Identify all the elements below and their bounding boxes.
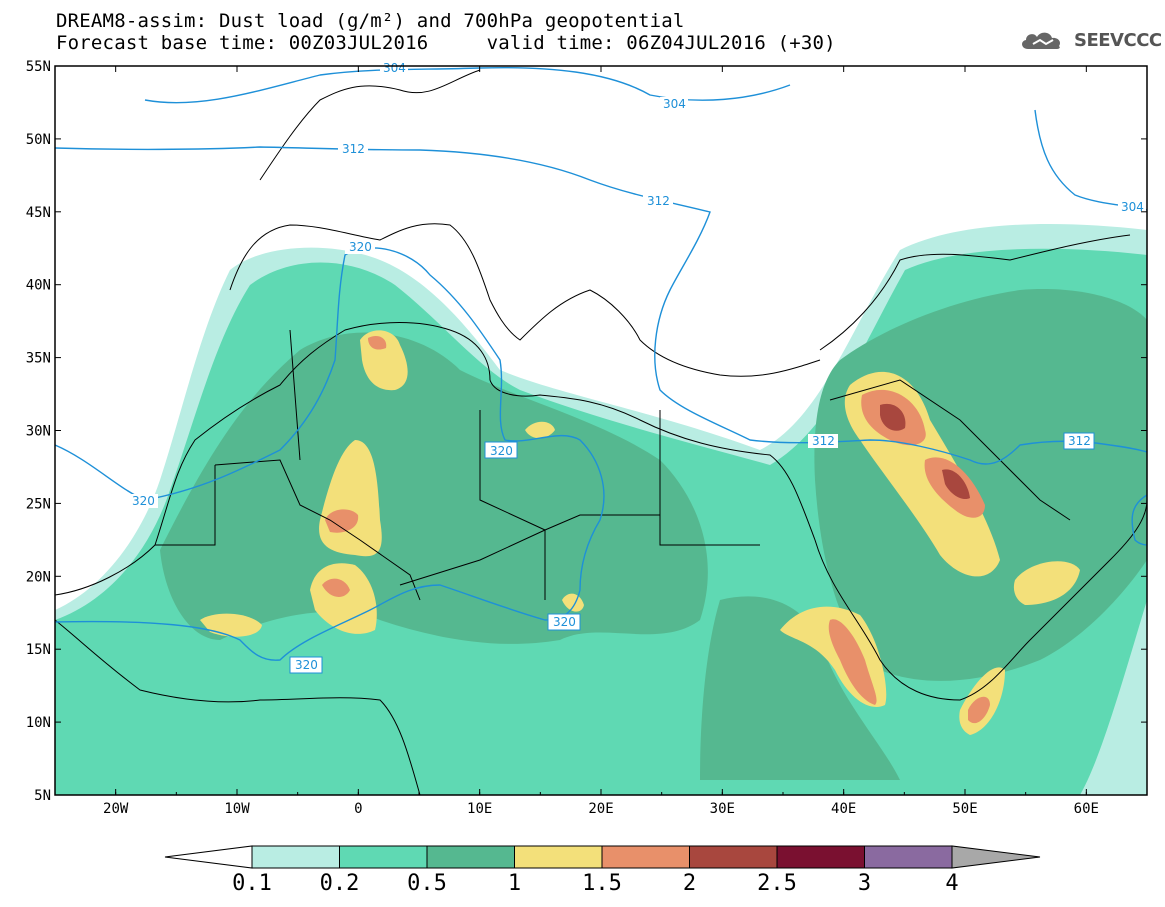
contour-label: 312: [1068, 434, 1091, 448]
north-africa-coast: [55, 322, 1147, 701]
border-arabia: [829, 379, 1071, 521]
colorbar-segment: [251, 845, 340, 869]
colorbar-segment: [689, 845, 778, 869]
cloud-icon: [1022, 32, 1061, 49]
colorbar-label: 2: [683, 871, 696, 896]
lon-tick-label: 60E: [1074, 801, 1099, 817]
dust-level-1-5-somalia: [968, 696, 990, 724]
colorbar-label: 1.5: [582, 871, 622, 896]
dust-level-2-gulf: [942, 469, 970, 500]
lat-tick-label: 40N: [26, 278, 51, 294]
lon-tick-label: 20W: [103, 801, 129, 817]
contour-label: 312: [342, 142, 365, 156]
dust-level-1-chad: [562, 593, 584, 612]
contour-label-box: [1063, 432, 1095, 450]
contour-label: 312: [812, 434, 835, 448]
anatolia-coast: [819, 234, 1131, 351]
colorbar-label: 0.5: [407, 871, 447, 896]
west-europe-coast: [259, 69, 481, 181]
title-line-2: Forecast base time: 00Z03JUL2016 valid t…: [56, 32, 836, 54]
dust-level-1-5-sahara-b: [322, 578, 350, 597]
contour-label-box: [128, 494, 158, 508]
contour-label: 320: [132, 494, 155, 508]
map-title: DREAM8-assim: Dust load (g/m²) and 700hP…: [56, 10, 836, 54]
colorbar-label: 2.5: [757, 871, 797, 896]
europe-coast: [229, 223, 821, 377]
lon-tick-label: 10W: [224, 801, 250, 817]
contour-label: 304: [663, 97, 686, 111]
contour-label: 320: [553, 615, 576, 629]
colorbar-segment: [426, 845, 515, 869]
contour-label-box: [660, 97, 688, 111]
colorbar-label: 0.2: [320, 871, 360, 896]
colorbar-label: 0.1: [232, 871, 272, 896]
lat-tick-label: 15N: [26, 642, 51, 658]
contour-label-box: [338, 142, 368, 156]
contour-320-east: [1131, 494, 1147, 546]
border-mauritania: [155, 465, 216, 546]
west-africa-coast: [55, 619, 421, 795]
lon-tick-label: 30E: [710, 801, 735, 817]
coastlines: [55, 69, 1147, 795]
contour-label-box: [345, 240, 375, 254]
contour-label: 320: [490, 444, 513, 458]
colorbar-label: 4: [945, 871, 958, 896]
lat-tick-label: 20N: [26, 569, 51, 585]
logo-text: SEEVCCC: [1074, 29, 1162, 51]
dust-level-0-5-west: [160, 332, 708, 644]
dust-level-1-oman: [1013, 561, 1080, 605]
lat-tick-label: 25N: [26, 496, 51, 512]
lat-tick-label: 45N: [26, 205, 51, 221]
colorbar-segment: [776, 845, 865, 869]
contour-label-box: [484, 441, 518, 459]
axis-ticks: 20W 10W 0 10E 20E 30E 40E 50E 60E 55N 50N 45N 40N 35N…: [26, 59, 1148, 817]
title-line-1: DREAM8-assim: Dust load (g/m²) and 700hP…: [56, 10, 685, 32]
lat-tick-label: 55N: [26, 59, 51, 75]
contour-label-box: [547, 613, 581, 631]
lat-tick-label: 50N: [26, 132, 51, 148]
contour-label-box: [289, 656, 323, 674]
contour-label: 320: [295, 658, 318, 672]
dust-level-0-5-horn: [700, 596, 900, 780]
lat-tick-label: 30N: [26, 424, 51, 440]
colorbar-label: 1: [508, 871, 521, 896]
lat-tick-label: 35N: [26, 351, 51, 367]
contour-label: 304: [1121, 200, 1144, 214]
colorbar-segment: [514, 845, 603, 869]
dust-level-1-5-eritrea: [828, 619, 877, 705]
contour-label-box: [1118, 200, 1146, 214]
dust-level-2-iraq: [880, 403, 906, 431]
colorbar: 0.1 0.2 0.5 1 1.5 2 2.5 3 4: [164, 845, 1041, 896]
contour-label-group: 304 304 304 312 312 312 312 320 320 320 …: [128, 61, 1146, 674]
contour-320: [55, 247, 605, 661]
colorbar-min-arrow: [164, 845, 253, 869]
colorbar-segment: [339, 845, 428, 869]
contour-label-box: [380, 61, 408, 75]
colorbar-segment: [601, 845, 690, 869]
dust-field: [55, 224, 1147, 795]
contour-label-box: [643, 194, 673, 208]
colorbar-max-arrow: [951, 845, 1041, 869]
contour-label: 304: [383, 61, 406, 75]
lon-tick-label: 40E: [831, 801, 856, 817]
lat-tick-label: 10N: [26, 715, 51, 731]
border-algeria: [289, 329, 301, 461]
dust-level-1-5-sahara-a: [325, 509, 359, 533]
contour-label-box: [808, 434, 838, 448]
lon-tick-label: 10E: [467, 801, 492, 817]
colorbar-label: 3: [858, 871, 871, 896]
lat-tick-label: 5N: [34, 788, 51, 804]
seevccc-logo: SEEVCCC: [1018, 26, 1162, 54]
colorbar-segment: [864, 845, 953, 869]
lon-tick-label: 0: [354, 801, 362, 817]
border-libya: [479, 410, 546, 600]
dust-level-1-libya: [525, 421, 555, 439]
contour-label: 312: [647, 194, 670, 208]
lon-tick-label: 20E: [588, 801, 613, 817]
lon-tick-label: 50E: [952, 801, 977, 817]
contour-label: 320: [349, 240, 372, 254]
dust-level-1-5-algeria: [368, 336, 387, 350]
border-sahel: [214, 459, 421, 601]
